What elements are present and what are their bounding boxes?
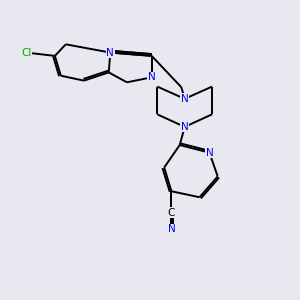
Text: Cl: Cl [21, 48, 31, 58]
Text: N: N [148, 72, 155, 82]
Text: C: C [168, 208, 175, 218]
Text: N: N [206, 148, 213, 158]
Text: N: N [168, 224, 175, 234]
Text: N: N [181, 122, 189, 132]
Text: N: N [181, 94, 189, 104]
Text: N: N [106, 48, 114, 58]
